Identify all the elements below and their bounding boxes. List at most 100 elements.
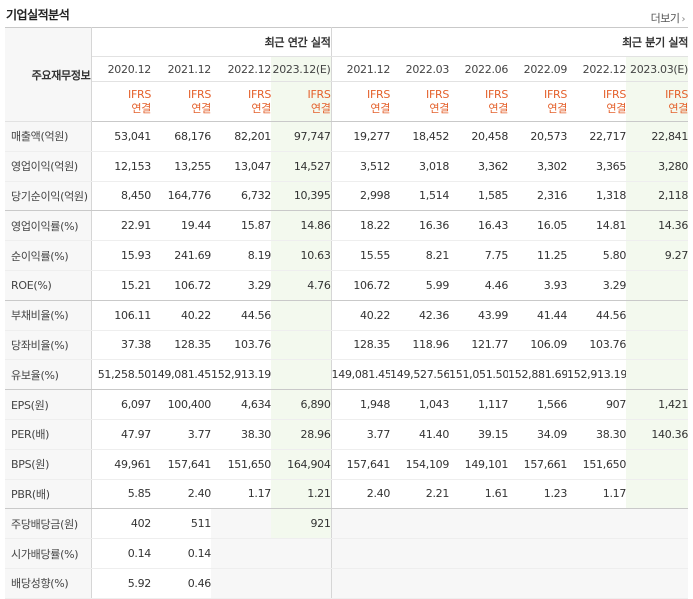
table-cell: 3,362 [449, 151, 509, 182]
basis-top: IFRS [248, 87, 271, 101]
basis-header: IFRS 연결 [508, 81, 568, 122]
table-cell: 3,302 [508, 151, 568, 182]
basis-header: IFRS 연결 [567, 81, 627, 122]
basis-top: IFRS [188, 87, 211, 101]
basis-header: IFRS 연결 [271, 81, 332, 122]
table-cell: 40.22 [151, 300, 211, 331]
table-cell: 0.14 [151, 538, 211, 569]
table-cell [271, 538, 332, 569]
table-cell [626, 508, 689, 540]
basis-header: IFRS 연결 [449, 81, 509, 122]
chevron-right-icon: › [681, 14, 686, 25]
row-label: 부채비율(%) [5, 300, 92, 331]
table-cell: 15.93 [91, 240, 151, 271]
more-link[interactable]: 더보기 › [651, 10, 686, 26]
table-cell: 1,514 [390, 181, 450, 212]
table-cell: 164,904 [271, 449, 332, 480]
table-cell: 154,109 [390, 449, 450, 480]
row-label: BPS(원) [5, 449, 92, 480]
basis-header: IFRS 연결 [91, 81, 151, 122]
period-header: 2022.09 [508, 56, 568, 82]
table-cell: 20,458 [449, 121, 509, 152]
period-header: 2023.12(E) [271, 56, 332, 82]
table-cell: 44.56 [567, 300, 627, 331]
table-cell: 106.72 [331, 270, 391, 301]
table-cell: 0.14 [91, 538, 151, 569]
table-cell [567, 568, 627, 599]
table-row: BPS(원) 49,961 157,641 151,650 164,904 157,641… [5, 449, 689, 480]
table-cell: 47.97 [91, 419, 151, 450]
table-cell: 9.27 [626, 240, 689, 271]
table-cell: 15.55 [331, 240, 391, 271]
table-cell [271, 330, 332, 361]
table-cell: 149,527.56 [390, 359, 450, 391]
period-header: 2022.12 [567, 56, 627, 82]
table-cell: 151,051.50 [449, 359, 509, 391]
basis-bottom: 연결 [547, 101, 568, 115]
table-cell: 4.76 [271, 270, 332, 301]
table-cell: 3,280 [626, 151, 689, 182]
table-cell: 2,118 [626, 181, 689, 212]
table-row: 당좌비율(%) 37.38 128.35 103.76 128.35 118.96 121.… [5, 330, 689, 361]
table-cell: 2,316 [508, 181, 568, 212]
table-cell: 6,890 [271, 389, 332, 420]
basis-bottom: 연결 [310, 101, 331, 115]
table-cell [508, 508, 568, 540]
table-cell: 106.11 [91, 300, 151, 331]
table-cell: 40.22 [331, 300, 391, 331]
table-cell: 1,318 [567, 181, 627, 212]
table-cell: 14.86 [271, 210, 332, 242]
table-cell [390, 538, 450, 569]
table-cell [508, 568, 568, 599]
table-cell [626, 270, 689, 301]
period-header: 2021.12 [331, 56, 391, 82]
table-cell: 157,661 [508, 449, 568, 480]
row-label: PER(배) [5, 419, 92, 450]
table-cell: 1.23 [508, 479, 568, 510]
table-cell: 11.25 [508, 240, 568, 271]
table-cell: 3.29 [211, 270, 271, 301]
table-cell: 5.80 [567, 240, 627, 271]
table-cell: 18.22 [331, 210, 391, 242]
table-cell: 0.46 [151, 568, 211, 599]
basis-top: IFRS [367, 87, 391, 101]
table-cell: 42.36 [390, 300, 450, 331]
table-cell: 4,634 [211, 389, 271, 420]
table-cell: 1,421 [626, 389, 689, 420]
table-cell: 152,881.69 [508, 359, 568, 391]
table-cell: 6,732 [211, 181, 271, 212]
row-label: 유보율(%) [5, 359, 92, 391]
basis-header: IFRS 연결 [390, 81, 450, 122]
table-cell: 12,153 [91, 151, 151, 182]
row-label: 당기순이익(억원) [5, 181, 92, 212]
table-cell: 128.35 [151, 330, 211, 361]
table-cell: 157,641 [151, 449, 211, 480]
table-cell: 1.17 [567, 479, 627, 510]
table-cell [508, 538, 568, 569]
row-label: 매출액(억원) [5, 121, 92, 152]
table-cell: 8.21 [390, 240, 450, 271]
table-cell [331, 538, 391, 569]
table-cell: 5.99 [390, 270, 450, 301]
basis-header: IFRS 연결 [626, 81, 689, 122]
table-cell: 15.87 [211, 210, 271, 242]
row-header-label: 주요재무정보 [5, 27, 92, 122]
table-cell: 41.44 [508, 300, 568, 331]
table-cell [449, 538, 509, 569]
basis-top: IFRS [603, 87, 627, 101]
table-cell: 149,081.45 [151, 359, 211, 391]
table-cell: 511 [151, 508, 211, 540]
row-label: ROE(%) [5, 270, 92, 301]
table-cell: 4.46 [449, 270, 509, 301]
row-label: 당좌비율(%) [5, 330, 92, 361]
table-cell: 34.09 [508, 419, 568, 450]
table-cell [626, 479, 689, 510]
table-cell: 921 [271, 508, 332, 540]
basis-bottom: 연결 [668, 101, 689, 115]
table-cell: 10,395 [271, 181, 332, 212]
table-row: 부채비율(%) 106.11 40.22 44.56 40.22 42.36 43.99 41… [5, 300, 689, 331]
table-cell: 8,450 [91, 181, 151, 212]
table-cell: 103.76 [567, 330, 627, 361]
table-cell: 97,747 [271, 121, 332, 152]
financial-table: 주요재무정보 최근 연간 실적 최근 분기 실적 2020.12 2021.12 2… [5, 27, 689, 599]
